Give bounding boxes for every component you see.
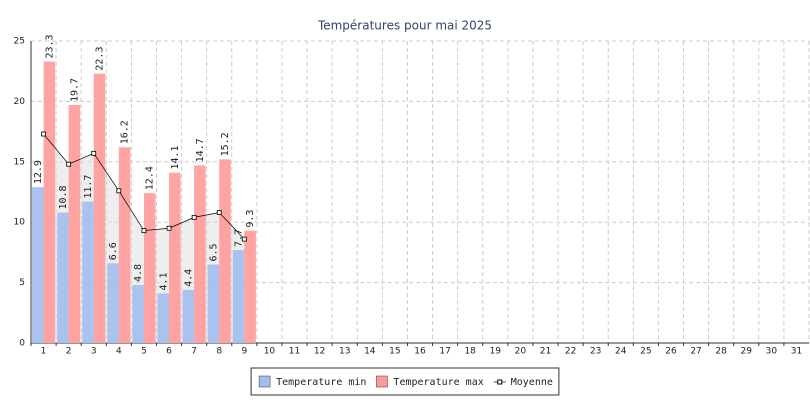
y-tick-label: 0 [19,339,25,349]
legend-label: Temperature min [276,377,366,388]
y-tick-label: 20 [14,97,26,107]
line-marker [216,210,222,215]
line-marker [166,225,172,231]
x-tick-label: 23 [590,347,601,357]
line-marker [91,150,97,156]
legend-swatch [376,375,388,388]
bar [68,105,81,343]
x-tick-label: 6 [166,347,172,357]
value-label: 4.8 [133,264,144,282]
y-tick-label: 10 [14,218,26,228]
line-marker [241,236,247,242]
y-tick-label: 5 [19,278,25,288]
x-tick-label: 28 [715,347,727,357]
x-tick-label: 9 [241,347,247,357]
x-tick-label: 4 [116,347,122,357]
x-tick-label: 21 [540,347,551,357]
x-tick-label: 11 [289,347,300,357]
value-label: 12.9 [33,160,44,184]
value-label: 19.7 [69,78,80,102]
line-marker [66,161,72,167]
line-marker [191,214,197,220]
bar [132,285,144,343]
bar [107,263,119,343]
line-marker [41,131,46,137]
value-label: 6.5 [208,243,219,261]
bar [57,212,69,343]
x-tick-label: 1 [41,347,47,357]
value-label: 7.7 [234,229,245,247]
x-tick-label: 5 [141,347,147,357]
legend-marker [497,379,503,385]
value-label: 22.3 [95,47,106,71]
x-tick-label: 19 [490,347,502,357]
x-tick-label: 12 [314,347,325,357]
value-label: 6.6 [108,242,119,260]
bar [32,187,44,343]
bar [232,249,245,343]
x-tick-label: 17 [439,347,450,357]
value-label: 23.3 [44,34,55,58]
x-tick-label: 20 [515,347,527,357]
x-tick-label: 25 [640,347,651,357]
value-label: 4.4 [183,269,194,287]
bar [182,289,195,343]
x-tick-label: 30 [766,347,778,357]
bar [244,230,256,343]
value-label: 14.1 [170,146,181,170]
x-tick-label: 15 [389,347,400,357]
bar [157,293,170,343]
chart-title: Températures pour mai 2025 [317,19,492,33]
x-tick-label: 26 [665,347,677,357]
y-tick-label: 15 [14,157,25,167]
bar [207,264,220,343]
value-label: 14.7 [195,138,206,162]
legend-label: Moyenne [511,377,553,388]
value-label: 10.8 [58,185,69,209]
bar [93,73,106,343]
value-label: 12.4 [145,166,156,190]
value-label: 11.7 [83,175,94,199]
bar [169,172,181,343]
bar [143,193,156,343]
legend: Temperature min Temperature max Moyenne [250,367,560,396]
legend-label: Temperature max [393,377,483,388]
value-label: 9.3 [245,210,256,228]
bar [219,159,231,343]
x-tick-label: 29 [741,347,753,357]
x-tick-label: 7 [191,347,197,357]
bar [82,201,94,343]
bar [118,147,131,343]
legend-box [250,367,560,396]
x-tick-label: 8 [216,347,222,357]
x-tick-label: 13 [339,347,350,357]
line-marker [141,228,147,234]
x-tick-label: 24 [615,347,627,357]
x-tick-label: 16 [414,347,426,357]
x-tick-label: 10 [264,347,276,357]
bar [43,61,56,343]
x-tick-label: 2 [66,347,72,357]
x-tick-label: 22 [565,347,576,357]
x-tick-label: 18 [464,347,476,357]
x-tick-label: 27 [690,347,701,357]
value-label: 16.2 [120,120,131,144]
x-tick-label: 31 [791,347,802,357]
bar [194,165,206,343]
value-label: 15.2 [220,132,231,156]
line-marker [116,188,122,194]
x-tick-label: 14 [364,347,376,357]
legend-swatch [258,375,271,388]
value-label: 4.1 [158,272,169,290]
x-tick-label: 3 [91,347,97,357]
y-tick-label: 25 [14,37,25,47]
